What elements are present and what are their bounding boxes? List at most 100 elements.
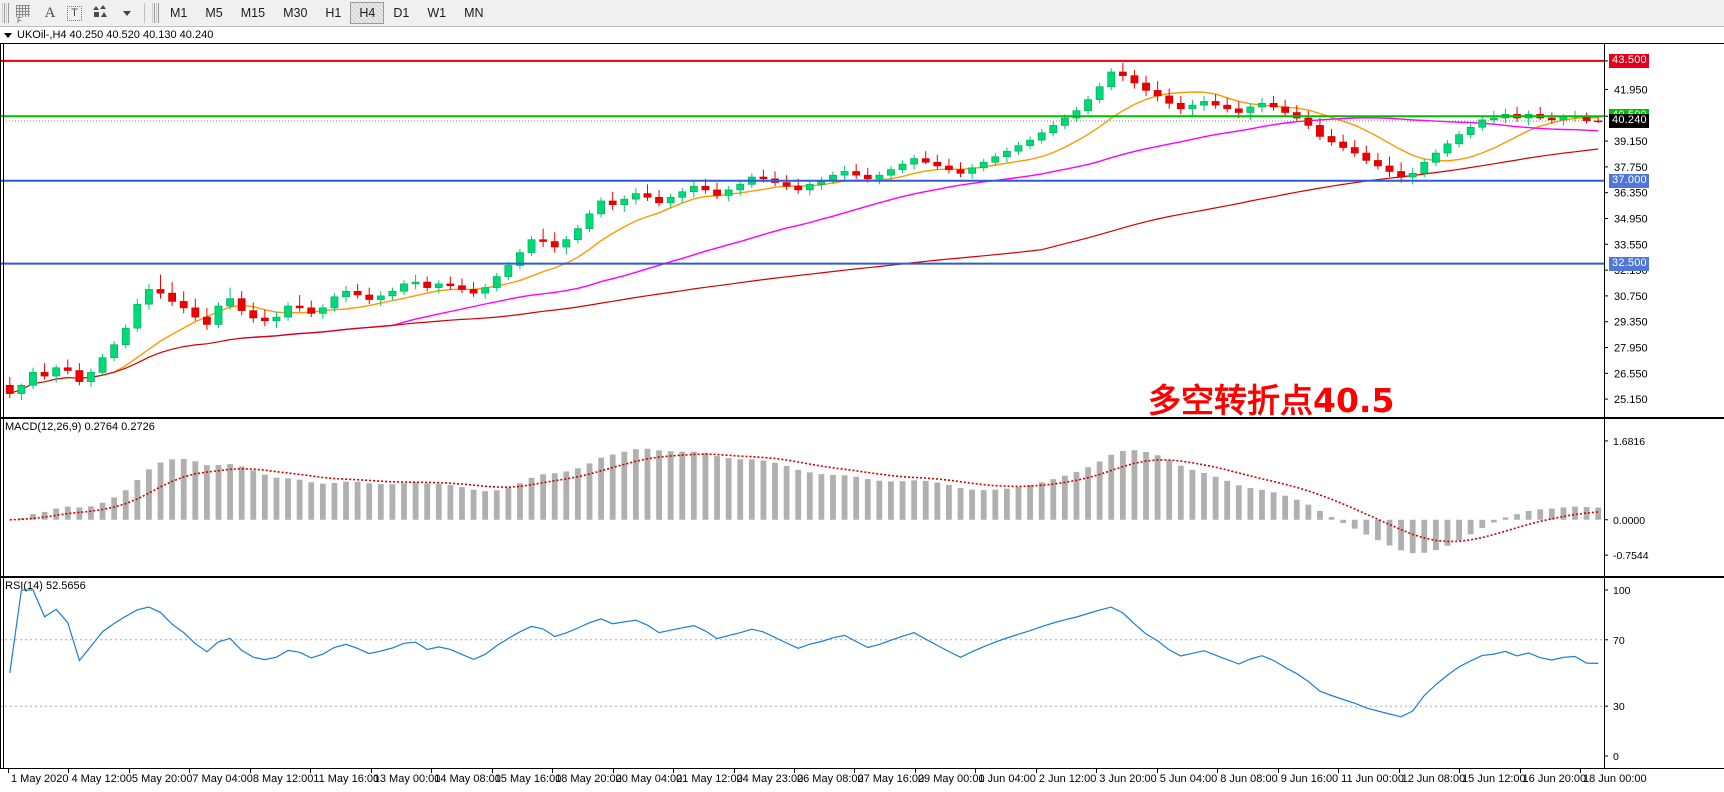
text-box-glyph: T: [67, 5, 82, 21]
time-axis-label: 27 May 16:00: [857, 773, 925, 785]
price-panel[interactable]: 43.50041.95040.50039.15037.75036.35034.9…: [0, 44, 1724, 420]
macd-label: MACD(12,26,9) 0.2764 0.2726: [5, 421, 155, 433]
time-axis-label: 8 Jun 08:00: [1220, 773, 1278, 785]
price-axis-tick: 37.750: [1614, 162, 1648, 174]
price-axis-tick: 41.950: [1614, 84, 1648, 96]
price-axis-tick: 30.750: [1614, 291, 1648, 303]
time-axis-tick: [673, 769, 675, 773]
svg-text:0: 0: [1613, 751, 1619, 763]
time-axis-label: 20 May 04:00: [615, 773, 683, 785]
svg-text:1.6816: 1.6816: [1613, 436, 1645, 448]
chart-frame-left-inner: [3, 44, 4, 768]
time-axis-label: 16 Jun 20:00: [1522, 773, 1587, 785]
time-axis-label: 18 May 20:00: [555, 773, 622, 785]
time-axis-tick: [1338, 769, 1340, 773]
time-axis-tick: [1156, 769, 1158, 773]
time-axis-label: 1 May 2020: [11, 773, 69, 785]
time-axis-tick: [1096, 769, 1098, 773]
time-axis-label: 18 Jun 00:00: [1583, 773, 1647, 785]
price-tag-blue: 32.500: [1609, 256, 1649, 271]
crosshair-icon[interactable]: [11, 2, 38, 25]
svg-text:0.0000: 0.0000: [1613, 515, 1645, 527]
shapes-dropdown-icon[interactable]: [115, 2, 139, 24]
time-axis-tick: [1398, 769, 1400, 773]
timeframe-h1[interactable]: H1: [325, 6, 342, 20]
time-axis-label: 21 May 12:00: [676, 773, 743, 785]
chart-frame-right: [1604, 44, 1605, 768]
price-axis-tick: 29.350: [1614, 317, 1648, 329]
chart-frame-left: [0, 44, 1, 768]
svg-text:70: 70: [1613, 635, 1625, 647]
time-axis-tick: [975, 769, 977, 773]
time-axis-label: 7 May 04:00: [192, 773, 253, 785]
time-axis-tick: [370, 769, 372, 773]
timeframe-m30[interactable]: M30: [283, 6, 308, 20]
time-axis-label: 24 May 23:00: [736, 773, 804, 785]
price-axis-tick: 36.350: [1614, 188, 1648, 200]
time-axis: 1 May 2020 4 May 12:00 5 May 20:00 7 May 04…: [0, 768, 1724, 792]
price-chart-svg: 43.50041.95040.50039.15037.75036.35034.9…: [0, 56, 1648, 406]
price-tag-black: 40.240: [1609, 113, 1649, 128]
time-axis-label: 1 Jun 04:00: [978, 773, 1036, 785]
time-axis-label: 3 Jun 20:00: [1099, 773, 1157, 785]
time-axis-tick: [1035, 769, 1037, 773]
timeframe-m1[interactable]: M1: [170, 6, 188, 20]
shapes-glyph: [93, 5, 107, 17]
time-axis-tick: [733, 769, 735, 773]
toolbar-grip-1[interactable]: [2, 3, 9, 23]
time-axis-tick: [491, 769, 493, 773]
text-label-icon[interactable]: A: [38, 2, 62, 24]
time-axis-tick: [1519, 769, 1521, 773]
chart-annotation-text: 多空转折点40.5: [1148, 381, 1395, 420]
timeframe-mn[interactable]: MN: [464, 6, 484, 20]
time-axis-tick: [431, 769, 433, 773]
price-axis-tick: 27.950: [1614, 342, 1648, 354]
price-axis-tick: 26.550: [1614, 368, 1648, 380]
time-axis-tick: [1459, 769, 1461, 773]
time-axis-label: 11 May 16:00: [313, 773, 380, 785]
timeframe-w1[interactable]: W1: [427, 6, 447, 20]
symbol-bar: UKOil-,H4 40.250 40.520 40.130 40.240: [0, 27, 1724, 44]
price-axis-tick: 39.150: [1614, 136, 1648, 148]
chevron-down-icon: [123, 10, 131, 16]
macd-chart-svg: 1.6816 0.0000 -0.7544: [9, 436, 1649, 562]
macd-panel[interactable]: 1.6816 0.0000 -0.7544 MACD(12,26,9) 0.2764…: [0, 417, 1724, 575]
timeframe-m15[interactable]: M15: [240, 6, 266, 20]
shapes-icon[interactable]: [87, 2, 115, 24]
time-axis-tick: [612, 769, 614, 773]
time-axis-label: 15 Jun 12:00: [1462, 773, 1526, 785]
time-axis-tick: [914, 769, 916, 773]
toolbar: A T M1 M5 M15 M30 H1 H4 D1 W1 MN: [0, 0, 1724, 27]
svg-text:100: 100: [1613, 585, 1631, 597]
time-axis-tick: [1580, 769, 1581, 773]
price-axis-tick: 34.950: [1614, 213, 1648, 225]
timeframe-h4[interactable]: H4: [350, 2, 385, 24]
time-axis-label: 5 May 20:00: [131, 773, 193, 785]
time-axis-label: 5 Jun 04:00: [1159, 773, 1218, 785]
price-axis-tick: 33.550: [1614, 239, 1648, 251]
time-axis-label: 13 May 00:00: [373, 773, 441, 785]
time-axis-tick: [1217, 769, 1219, 773]
chart-menu-caret-icon[interactable]: [4, 32, 12, 38]
toolbar-grip-2[interactable]: [152, 3, 159, 23]
time-axis-label: 15 May 16:00: [494, 773, 562, 785]
time-axis-tick: [128, 769, 130, 773]
rsi-panel[interactable]: 100 70 30 0 RSI(14) 52.5656: [0, 576, 1724, 768]
time-axis-tick: [552, 769, 554, 773]
time-axis-tick: [68, 769, 70, 773]
time-axis-label: 12 Jun 08:00: [1401, 773, 1466, 785]
time-axis-tick: [189, 769, 191, 773]
time-axis-tick: [794, 769, 795, 773]
time-axis-tick: [1277, 769, 1279, 773]
time-axis-tick: [249, 769, 251, 773]
svg-text:30: 30: [1613, 701, 1625, 713]
text-box-icon[interactable]: T: [62, 2, 87, 24]
time-axis-label: 9 Jun 16:00: [1280, 773, 1339, 785]
price-tag-red: 43.500: [1609, 53, 1649, 68]
toolbar-divider: [144, 3, 145, 23]
time-axis-label: 14 May 08:00: [434, 773, 501, 785]
timeframe-d1[interactable]: D1: [393, 6, 410, 20]
time-axis-label: 29 May 00:00: [917, 773, 985, 785]
timeframe-m5[interactable]: M5: [205, 6, 223, 20]
time-axis-label: 26 May 08:00: [797, 773, 864, 785]
